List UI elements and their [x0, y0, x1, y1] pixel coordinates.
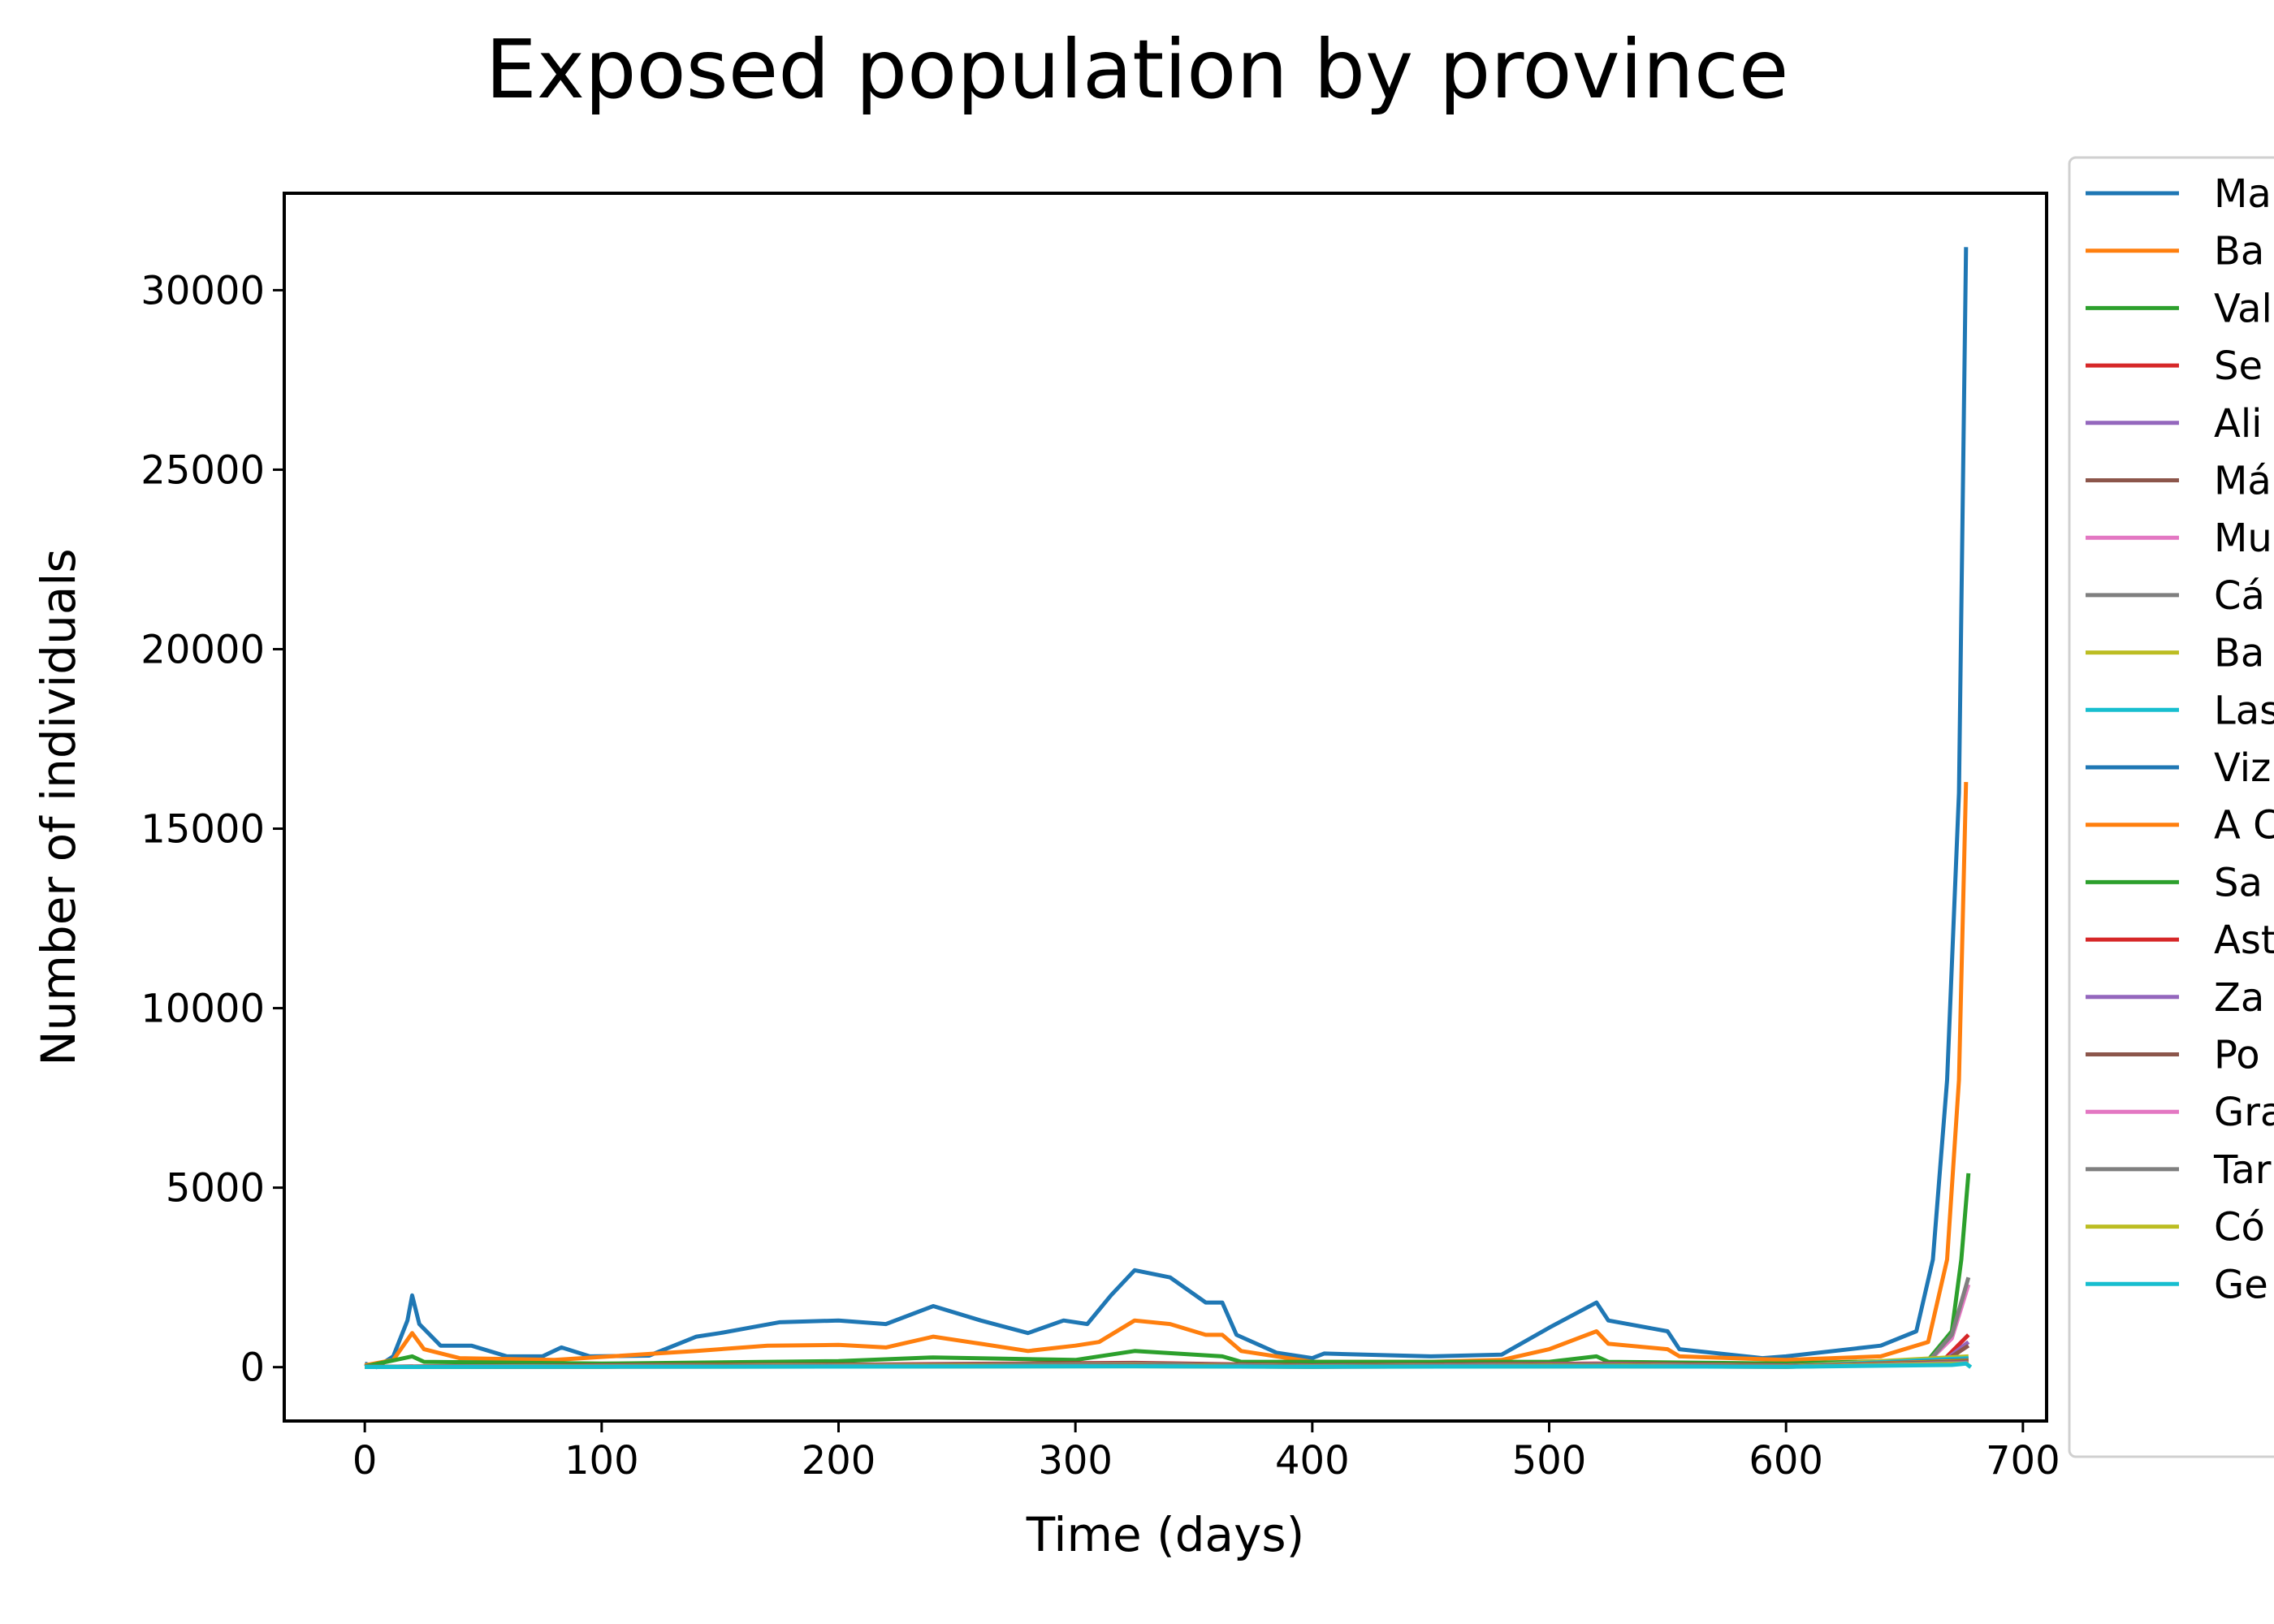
x-tick-label: 0	[352, 1438, 378, 1484]
legend-entry-label: Có	[2214, 1205, 2265, 1250]
legend-entry-label: Mu	[2214, 516, 2272, 561]
legend-entry-label: Cá	[2214, 573, 2265, 619]
legend-entry-label: Las	[2214, 688, 2274, 733]
x-tick-label: 400	[1275, 1438, 1350, 1484]
y-tick-label: 30000	[141, 268, 265, 313]
y-tick-label: 15000	[141, 807, 265, 853]
legend-entry-label: Se	[2214, 343, 2263, 389]
legend-entry-label: Ma	[2214, 171, 2272, 217]
legend-entry-label: Ba	[2214, 229, 2264, 274]
x-tick-label: 200	[802, 1438, 876, 1484]
legend-entry-label: Ali	[2214, 401, 2263, 447]
legend-box	[2068, 156, 2274, 1458]
legend-entry-label: Tar	[2213, 1147, 2272, 1193]
y-tick-label: 5000	[166, 1166, 265, 1212]
y-tick-label: 10000	[141, 987, 265, 1032]
x-tick-label: 700	[1986, 1438, 2060, 1484]
x-tick-label: 500	[1512, 1438, 1587, 1484]
y-tick-label: 25000	[141, 447, 265, 493]
legend-entry-label: Viz	[2214, 745, 2271, 791]
plot-lines	[364, 247, 1973, 1370]
legend-entry-label: Ge	[2214, 1262, 2268, 1307]
legend-entry-label: Ast	[2214, 918, 2274, 963]
series-line-3	[364, 1173, 1971, 1369]
series-line-20	[365, 1361, 1973, 1369]
y-axis-label: Number of individuals	[31, 548, 86, 1065]
y-axis: 0 5000 10000 15000 20000 25000 30000	[141, 268, 284, 1391]
series-line-2	[364, 782, 1969, 1367]
legend-entry-label: Ba	[2214, 631, 2264, 676]
x-tick-label: 100	[564, 1438, 639, 1484]
legend-entry-label: Po	[2214, 1033, 2260, 1078]
plot-frame	[283, 192, 2048, 1423]
chart-title: Exposed population by province	[486, 22, 1789, 117]
legend-entry-label: A C	[2214, 803, 2274, 849]
legend: Ma Ba Val Se Ali Má Mu Cá Ba Las Viz A C Sa Ast Za Po Gr…	[2068, 156, 2274, 1458]
x-tick-label: 600	[1749, 1438, 1823, 1484]
y-tick-label: 0	[240, 1345, 265, 1391]
x-tick-label: 300	[1038, 1438, 1113, 1484]
x-axis-label: Time (days)	[1026, 1507, 1305, 1562]
legend-entry-label: Má	[2214, 459, 2272, 504]
legend-entry-label: Sa	[2214, 860, 2263, 905]
legend-entry-label: Za	[2214, 975, 2264, 1021]
legend-entry-label: Val	[2214, 286, 2272, 331]
x-axis: 0 100 200 300 400 500 600 700	[352, 1421, 2060, 1484]
y-tick-label: 20000	[141, 627, 265, 672]
legend-entry-label: Gra	[2214, 1090, 2274, 1135]
series-line-1	[364, 247, 1969, 1370]
